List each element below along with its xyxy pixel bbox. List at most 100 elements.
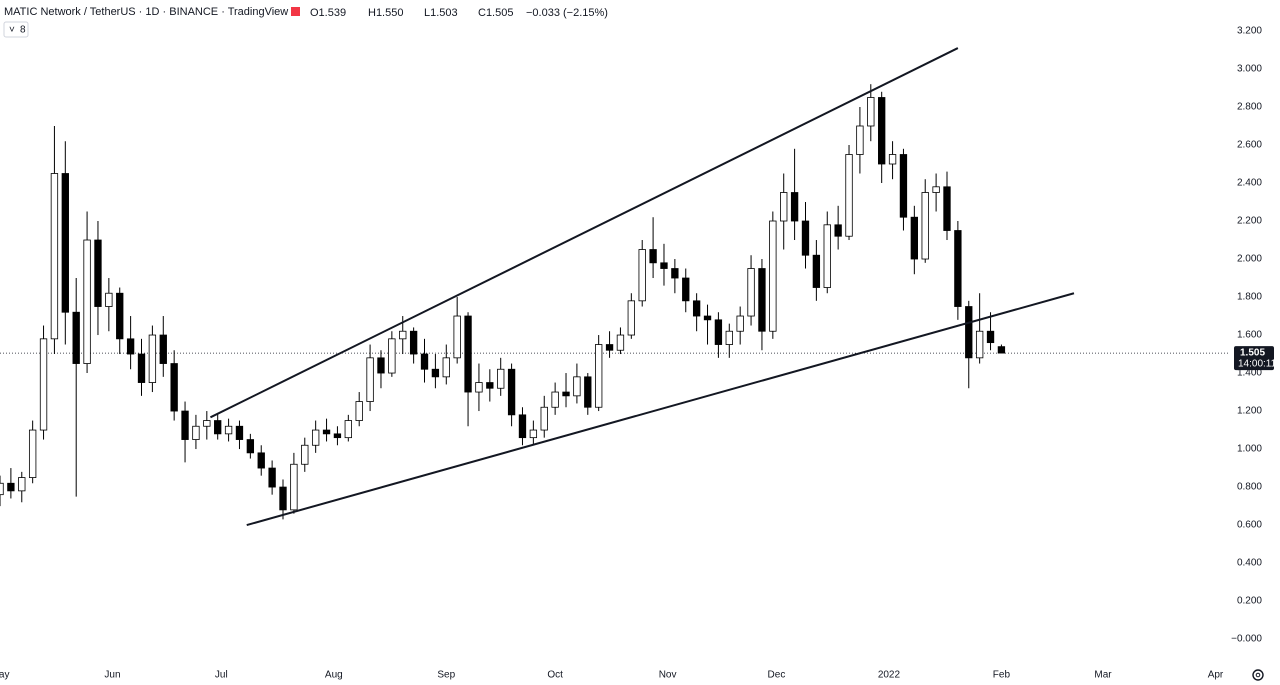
candle-body	[801, 220, 810, 256]
candle-body	[605, 344, 614, 351]
candle-body	[856, 125, 864, 155]
y-tick-label: 0.600	[1237, 520, 1262, 531]
candle-body	[61, 173, 69, 313]
candle-body	[246, 439, 255, 454]
candle-body	[660, 262, 668, 269]
candle-body	[867, 97, 875, 127]
y-tick-label: 2.600	[1237, 140, 1262, 151]
candle-body	[257, 452, 265, 469]
candle-body	[692, 300, 701, 317]
candle-body	[116, 292, 124, 340]
candle-body	[301, 444, 309, 465]
candle-body	[758, 268, 766, 332]
candle-body	[878, 97, 886, 165]
candle-body	[910, 216, 919, 260]
settings-icon[interactable]	[1252, 669, 1264, 681]
candle-body	[540, 406, 548, 431]
y-tick-label: 0.200	[1237, 596, 1262, 607]
candle-body	[388, 338, 396, 374]
ohlc-value: O1.539	[310, 7, 346, 19]
candle-body	[573, 376, 581, 397]
candle-body	[366, 357, 374, 402]
x-tick-label: Dec	[768, 670, 786, 681]
candle-body	[28, 429, 37, 478]
candle-body	[780, 192, 788, 222]
candle-body	[965, 306, 973, 359]
badge-arrow: ˅	[9, 25, 15, 36]
candle-body	[192, 425, 200, 440]
candle-body	[975, 330, 984, 359]
candle-body	[442, 357, 450, 378]
ohlc-value: C1.505	[478, 7, 513, 19]
candle-body	[181, 410, 189, 440]
candle-body	[986, 330, 995, 344]
y-tick-label: 2.000	[1237, 254, 1262, 265]
y-tick-label: 1.400	[1237, 368, 1262, 379]
candle-body	[126, 338, 135, 355]
candle-body	[159, 334, 167, 364]
price-tag-label: 1.505	[1240, 348, 1265, 359]
candle-body	[475, 382, 483, 393]
candle-body	[7, 482, 15, 492]
candle-body	[170, 363, 178, 412]
candle-body	[790, 192, 799, 222]
candle-body	[355, 401, 363, 421]
candle-body	[834, 224, 842, 237]
ohlc-value: L1.503	[424, 7, 458, 19]
y-tick-label: 1.600	[1237, 330, 1262, 341]
y-tick-label: 2.800	[1237, 102, 1262, 113]
candle-body	[279, 486, 287, 511]
candle-body	[322, 429, 331, 435]
x-tick-label: Mar	[1094, 670, 1112, 681]
x-tick-label: Aug	[325, 670, 343, 681]
candle-body	[311, 429, 320, 446]
candle-body	[551, 391, 559, 408]
price-tag	[1234, 346, 1274, 371]
candle-body	[486, 382, 494, 389]
status-icon	[291, 7, 300, 16]
x-tick-label: Jun	[104, 670, 120, 681]
candle-body	[72, 311, 80, 364]
candle-body	[420, 353, 429, 370]
candle-body	[769, 220, 777, 332]
candle-body	[736, 315, 744, 332]
candle-body	[83, 239, 91, 364]
candle-body	[39, 338, 48, 431]
y-tick-label: 0.800	[1237, 482, 1262, 493]
x-tick-label: Nov	[659, 670, 677, 681]
candle-body	[105, 292, 113, 307]
candle-body	[703, 315, 712, 321]
ohlc-value: −0.033 (−2.15%)	[526, 7, 608, 19]
trendline	[209, 47, 959, 419]
candle-body	[845, 154, 853, 237]
candle-body	[431, 368, 440, 378]
badge[interactable]	[3, 21, 29, 38]
candle-body	[671, 268, 679, 279]
candle-body	[18, 477, 26, 492]
candle-body	[0, 482, 4, 496]
candle-body	[562, 391, 570, 397]
candle-body	[137, 353, 146, 383]
candle-body	[507, 368, 516, 416]
candle-body	[921, 192, 929, 260]
x-tick-label: Sep	[437, 670, 455, 681]
candle-body	[899, 154, 908, 218]
candle-body	[616, 334, 625, 351]
y-tick-label: 2.400	[1237, 178, 1262, 189]
y-tick-label: 1.000	[1237, 444, 1262, 455]
y-tick-label: 1.800	[1237, 292, 1262, 303]
y-tick-label: −0.000	[1231, 634, 1262, 645]
x-tick-label: Apr	[1208, 670, 1224, 681]
candle-body	[997, 346, 1006, 354]
candle-body	[714, 319, 723, 345]
candle-body	[268, 467, 276, 488]
candle-body	[823, 224, 831, 288]
candle-body	[725, 330, 733, 345]
candle-body	[409, 330, 418, 355]
candle-body	[50, 173, 59, 340]
y-tick-label: 1.200	[1237, 406, 1262, 417]
countdown: 14:00:11	[1238, 359, 1277, 370]
y-tick-label: 3.000	[1237, 64, 1262, 75]
candle-body	[943, 186, 951, 231]
candle-body	[224, 425, 233, 435]
